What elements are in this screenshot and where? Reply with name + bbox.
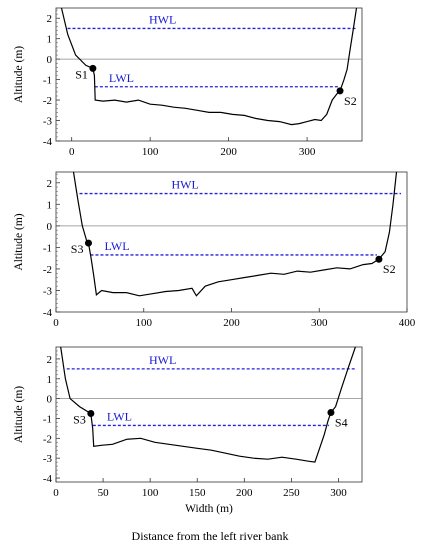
y-tick-label: 1	[47, 34, 53, 46]
hwl-label: HWL	[172, 178, 199, 192]
y-tick-label: 1	[47, 199, 53, 211]
x-tick-label: 300	[299, 146, 316, 158]
survey-point-s2	[375, 255, 383, 263]
survey-point-s2	[336, 87, 344, 95]
y-tick-label: -4	[43, 136, 53, 148]
y-tick-label: -4	[43, 473, 53, 485]
y-tick-label: 2	[47, 178, 53, 190]
y-tick-label: 1	[47, 374, 53, 386]
riverbed-profile-line	[60, 346, 356, 463]
survey-point-s4	[327, 409, 335, 417]
survey-point-label: S2	[344, 94, 357, 108]
y-tick-label: -3	[43, 285, 53, 297]
x-tick-label: 100	[142, 487, 159, 499]
plot-frame	[55, 7, 363, 142]
y-tick-label: 2	[47, 354, 53, 366]
x-tick-label: 150	[189, 487, 206, 499]
survey-point-s3	[87, 410, 95, 418]
riverbed-profile-line	[72, 171, 398, 297]
y-tick-label: -1	[43, 413, 52, 425]
x-tick-label: 0	[69, 146, 75, 158]
y-tick-label: -2	[43, 95, 52, 107]
survey-point-label: S3	[71, 242, 84, 256]
hwl-label: HWL	[149, 12, 176, 26]
y-tick-label: 2	[47, 13, 53, 25]
x-axis-label: Width (m)	[185, 503, 233, 515]
y-tick-label: 0	[47, 54, 53, 66]
y-tick-label: -3	[43, 453, 53, 465]
survey-point-label: S4	[335, 416, 348, 430]
x-tick-label: 100	[136, 317, 153, 329]
x-tick-label: 0	[53, 317, 59, 329]
y-axis-label: Altitude (m)	[13, 46, 25, 103]
y-tick-label: -4	[43, 307, 53, 319]
survey-point-label: S1	[75, 67, 88, 81]
chart-panel-1: 2 1 0 -1 -2 -3 -4 0 100 200 300 Altitude (m) HWL LWL S…	[13, 7, 363, 158]
x-tick-label: 200	[236, 487, 253, 499]
lwl-label: LWL	[109, 71, 134, 85]
lwl-label: LWL	[104, 239, 129, 253]
survey-point-label: S2	[383, 262, 396, 276]
lwl-label: LWL	[107, 409, 132, 423]
y-tick-label: -3	[43, 116, 53, 128]
x-tick-label: 400	[399, 317, 416, 329]
survey-point-s3	[84, 239, 92, 247]
survey-point-s1	[89, 64, 97, 72]
riverbed-profile-line	[60, 7, 358, 126]
y-axis-label: Altitude (m)	[13, 386, 25, 443]
x-tick-label: 250	[283, 487, 300, 499]
figure-caption: Distance from the left river bank	[132, 529, 289, 543]
y-tick-label: -1	[43, 242, 52, 254]
plot-frame	[55, 346, 363, 483]
y-axis-label: Altitude (m)	[13, 213, 25, 270]
y-tick-label: -2	[43, 433, 52, 445]
x-tick-label: 200	[223, 317, 240, 329]
y-tick-label: 0	[47, 394, 53, 406]
y-tick-label: 0	[47, 221, 53, 233]
x-tick-label: 300	[311, 317, 328, 329]
hwl-label: HWL	[149, 353, 176, 367]
y-tick-label: -2	[43, 264, 52, 276]
y-tick-label: -1	[43, 75, 52, 87]
x-tick-label: 100	[142, 146, 159, 158]
x-tick-label: 50	[98, 487, 110, 499]
x-tick-label: 0	[53, 487, 59, 499]
survey-point-label: S3	[73, 413, 86, 427]
x-tick-label: 300	[330, 487, 347, 499]
x-tick-label: 200	[220, 146, 237, 158]
